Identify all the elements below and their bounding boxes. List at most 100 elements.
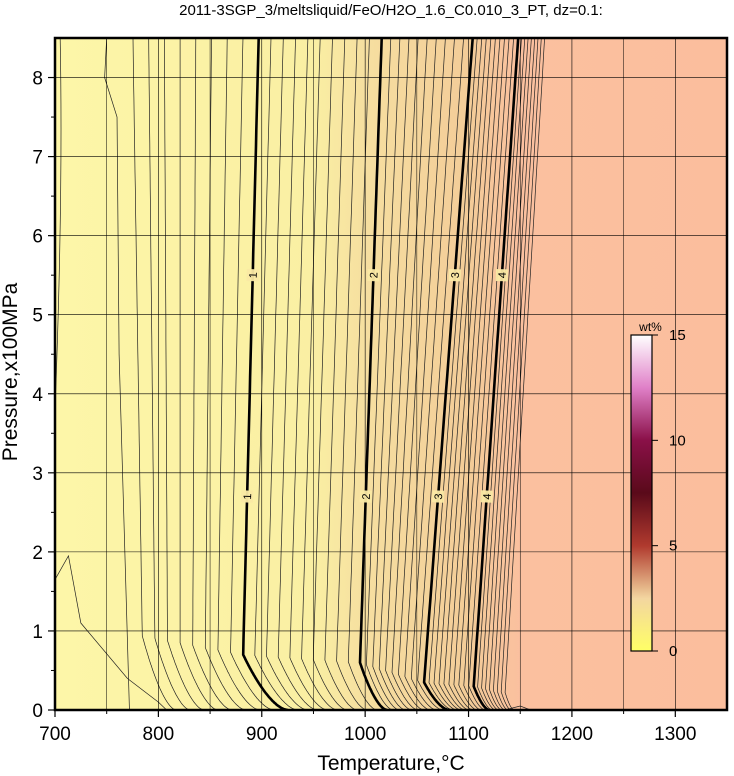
contour-line — [448, 38, 496, 710]
contour-line — [312, 38, 348, 710]
contour-label-bg — [431, 490, 445, 503]
contour-lines — [55, 38, 545, 710]
contour-line — [468, 38, 514, 710]
contour-line — [428, 38, 478, 710]
x-tick-label: 1000 — [344, 724, 386, 745]
y-tick-label: 2 — [32, 543, 43, 564]
y-tick-label: 7 — [32, 148, 43, 169]
contour-line — [493, 38, 536, 710]
contour-label: 2 — [361, 493, 373, 500]
contour-label-bg — [367, 268, 380, 282]
contour-line — [366, 38, 394, 710]
contour-line — [336, 38, 368, 710]
major-contour-4 — [472, 38, 520, 710]
contour-label: 4 — [497, 272, 509, 279]
contour-line — [433, 38, 483, 710]
y-tick-label: 5 — [32, 306, 43, 327]
major-contour-1 — [241, 38, 288, 710]
contour-line — [481, 38, 526, 710]
contour-line — [489, 38, 532, 710]
contour-label: 4 — [482, 493, 494, 500]
y-tick-label: 3 — [32, 464, 43, 485]
contour-label-bg — [480, 490, 493, 503]
x-tick-label: 700 — [39, 724, 71, 745]
contour-line — [500, 38, 542, 710]
major-contour-2 — [358, 38, 388, 710]
contour-line — [496, 38, 539, 710]
plot-frame — [53, 36, 729, 712]
colorbar-tick-label: 10 — [669, 432, 686, 449]
chart-title: 2011-3SGP_3/meltsliquid/FeO/H2O_1.6_C0.0… — [179, 2, 603, 19]
contour-line — [132, 38, 177, 710]
x-tick-label: 1200 — [551, 724, 593, 745]
contour-label-group: 1 — [246, 268, 260, 282]
contour-label-group: 1 — [240, 490, 254, 503]
contour-line — [372, 38, 401, 710]
contour-label: 1 — [248, 272, 260, 279]
contour-line — [347, 38, 378, 710]
colorbar-tick-label: 0 — [669, 643, 677, 660]
fill-background — [55, 38, 727, 710]
contour-line — [301, 38, 338, 710]
contour-labels: 1 1 2 2 3 3 4 4 — [240, 268, 509, 503]
contour-label-bg — [359, 490, 373, 503]
contour-line — [391, 38, 428, 710]
contour-label-group: 4 — [480, 490, 494, 503]
y-axis-title: Pressure,x100MPa — [0, 282, 22, 461]
contour-line — [398, 38, 437, 710]
contour-label: 3 — [450, 272, 462, 279]
contour-label-bg — [240, 490, 254, 503]
contour-line — [289, 38, 328, 710]
contour-label: 3 — [433, 493, 445, 500]
major-contours — [241, 38, 520, 710]
contour-line — [266, 38, 308, 710]
contour-label-group: 2 — [367, 268, 381, 282]
plot-border — [53, 36, 729, 712]
contour-line — [504, 38, 545, 710]
contour-line — [204, 38, 246, 710]
x-axis-title: Temperature,°C — [317, 752, 464, 775]
contour-line — [230, 38, 274, 710]
contour-line — [378, 38, 410, 710]
grid — [54, 38, 727, 711]
contour-line — [254, 38, 298, 710]
colorbar-unit: wt% — [638, 320, 662, 334]
colorbar-tick-label: 15 — [669, 327, 686, 344]
contour-line — [217, 38, 260, 710]
contour-label-group: 3 — [431, 490, 445, 503]
contour-label: 2 — [368, 272, 380, 279]
contour-line — [164, 38, 205, 710]
major-contour-3 — [422, 38, 474, 710]
contour-label-group: 4 — [495, 268, 509, 282]
x-tick-label: 800 — [143, 724, 175, 745]
colorbar: 0 5 10 15 wt% — [630, 320, 686, 660]
colorbar-tick-label: 5 — [669, 538, 677, 555]
contour-line — [410, 38, 455, 710]
contour-line — [443, 38, 492, 710]
contour-line — [453, 38, 501, 710]
y-tick-label: 0 — [32, 701, 43, 722]
contour-line — [417, 38, 464, 710]
contour-label-group: 2 — [359, 490, 373, 503]
contour-label-bg — [448, 268, 462, 282]
contour-label-bg — [495, 268, 509, 282]
x-tick-label: 900 — [246, 724, 278, 745]
contour-label-bg — [246, 268, 259, 282]
x-axis-ticks: 700 800 900 1000 1100 1200 1300 — [39, 710, 696, 745]
contour-line — [463, 38, 510, 710]
y-tick-label: 6 — [32, 227, 43, 248]
y-tick-label: 4 — [32, 385, 43, 406]
y-axis-ticks: 0 1 2 3 4 5 6 7 8 — [32, 69, 55, 722]
contour-line — [438, 38, 487, 710]
contour-line — [485, 38, 529, 710]
contour-line — [55, 38, 62, 410]
x-tick-label: 1100 — [448, 724, 489, 745]
contour-line — [477, 38, 522, 710]
contour-line — [55, 554, 167, 710]
contour-line — [277, 38, 318, 710]
contour-line — [192, 38, 232, 710]
colorbar-gradient — [630, 334, 653, 652]
contour-line — [179, 38, 218, 710]
contour-line — [324, 38, 358, 710]
